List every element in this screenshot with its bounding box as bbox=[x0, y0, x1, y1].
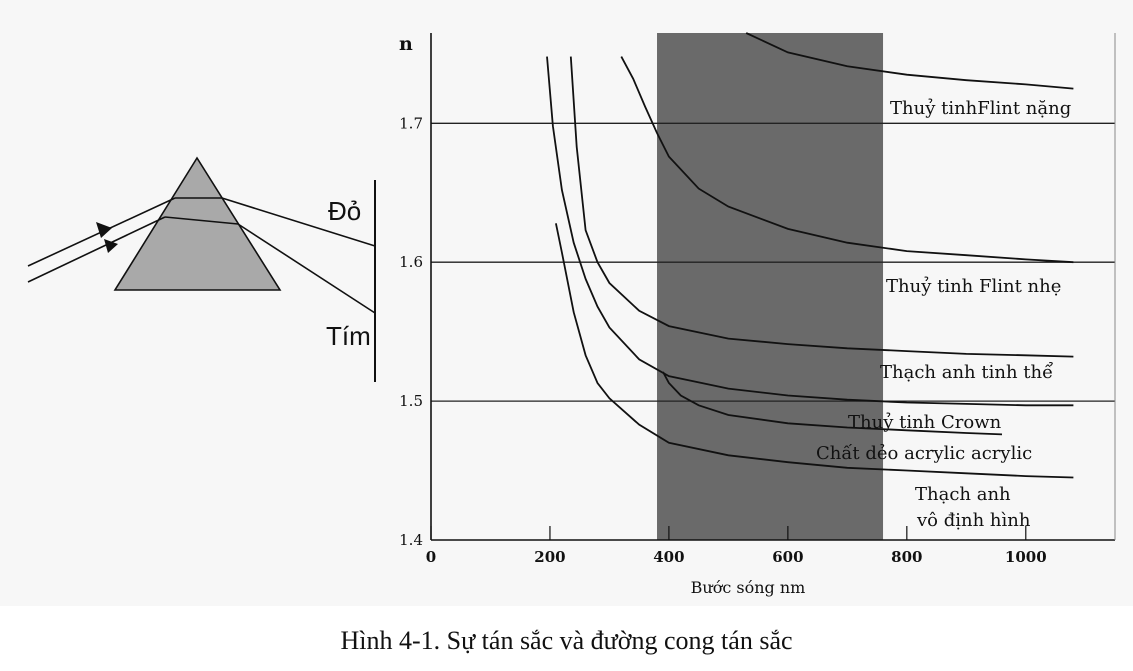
y-tick-label: 1.4 bbox=[399, 531, 423, 549]
dispersion-curve-2 bbox=[569, 56, 1074, 358]
x-tick-label: 200 bbox=[534, 548, 565, 566]
dispersion-chart: 0 200 400 600 800 1000 1.4 1.5 1.6 1.7 n Bước són… bbox=[399, 32, 1116, 597]
arrow-icon bbox=[96, 222, 112, 238]
x-tick-label: 800 bbox=[891, 548, 922, 566]
axes bbox=[430, 33, 1116, 541]
prism bbox=[113, 156, 282, 291]
dispersion-curve-4 bbox=[662, 371, 1003, 436]
curves bbox=[546, 32, 1074, 479]
curve-label-acrylic: Chất dẻo acrylic acrylic bbox=[816, 443, 1032, 464]
figure-svg: Đỏ Tím 0 200 400 600 800 1000 1.4 1.5 1.6 1.7 n B… bbox=[27, 32, 1116, 597]
figure-area: Đỏ Tím 0 200 400 600 800 1000 1.4 1.5 1.6 1.7 n B… bbox=[27, 32, 1116, 597]
dispersion-curve-1 bbox=[620, 56, 1074, 264]
x-tick-label: 600 bbox=[772, 548, 803, 566]
visible-band bbox=[657, 33, 884, 540]
incident-ray-lower bbox=[27, 216, 166, 283]
dispersion-curve-5 bbox=[555, 223, 1074, 479]
x-tick-label: 400 bbox=[653, 548, 684, 566]
prism-diagram: Đỏ Tím bbox=[27, 156, 376, 382]
figure-caption: Hình 4-1. Sự tán sắc và đường cong tán s… bbox=[340, 626, 793, 655]
label-red: Đỏ bbox=[328, 196, 361, 226]
red-ray bbox=[221, 197, 376, 247]
curve-label-flint-light: Thuỷ tinh Flint nhẹ bbox=[886, 276, 1061, 297]
curve-label-flint-heavy: Thuỷ tinhFlint nặng bbox=[890, 98, 1071, 119]
dispersion-curve-3 bbox=[546, 56, 1074, 407]
curve-label-quartz-crystal: Thạch anh tinh thể bbox=[880, 361, 1053, 383]
dispersion-curve-0 bbox=[745, 32, 1074, 90]
x-tick-label: 0 bbox=[426, 548, 436, 566]
tick-labels: 0 200 400 600 800 1000 1.4 1.5 1.6 1.7 bbox=[399, 114, 1047, 566]
grid-lines bbox=[431, 122, 1115, 402]
violet-ray bbox=[237, 223, 376, 314]
y-tick-label: 1.7 bbox=[399, 114, 423, 132]
x-axis-label: Bước sóng nm bbox=[691, 578, 806, 597]
arrow-icon bbox=[104, 239, 118, 253]
x-tick-label: 1000 bbox=[1005, 548, 1047, 566]
curve-label-fused-quartz-1: Thạch anh bbox=[915, 484, 1011, 505]
curve-label-crown: Thuỷ tinh Crown bbox=[848, 412, 1002, 433]
y-tick-label: 1.6 bbox=[399, 253, 423, 271]
y-tick-label: 1.5 bbox=[399, 392, 423, 410]
ray-inside-lower bbox=[164, 216, 239, 225]
label-violet: Tím bbox=[326, 321, 371, 351]
y-axis-label: n bbox=[399, 33, 413, 55]
curve-label-fused-quartz-2: vô định hình bbox=[916, 510, 1031, 531]
